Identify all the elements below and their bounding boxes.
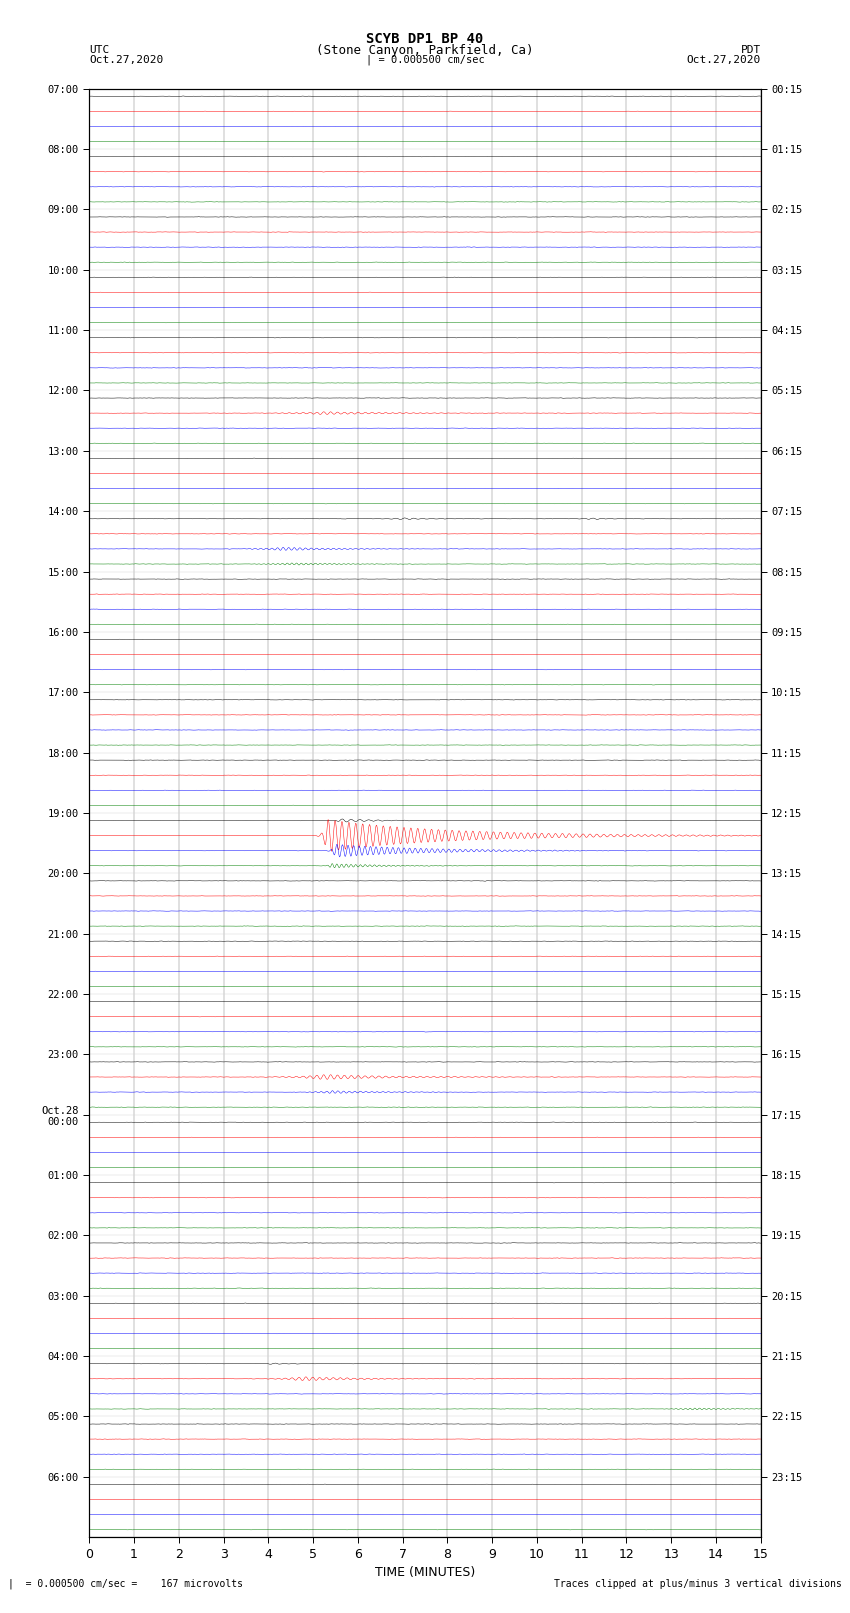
Text: Traces clipped at plus/minus 3 vertical divisions: Traces clipped at plus/minus 3 vertical … [553, 1579, 842, 1589]
Text: (Stone Canyon, Parkfield, Ca): (Stone Canyon, Parkfield, Ca) [316, 44, 534, 56]
Text: Oct.27,2020: Oct.27,2020 [687, 55, 761, 65]
Text: SCYB DP1 BP 40: SCYB DP1 BP 40 [366, 32, 484, 47]
Text: | = 0.000500 cm/sec: | = 0.000500 cm/sec [366, 55, 484, 66]
X-axis label: TIME (MINUTES): TIME (MINUTES) [375, 1566, 475, 1579]
Text: Oct.27,2020: Oct.27,2020 [89, 55, 163, 65]
Text: UTC: UTC [89, 45, 110, 55]
Text: |  = 0.000500 cm/sec =    167 microvolts: | = 0.000500 cm/sec = 167 microvolts [8, 1578, 243, 1589]
Text: PDT: PDT [740, 45, 761, 55]
